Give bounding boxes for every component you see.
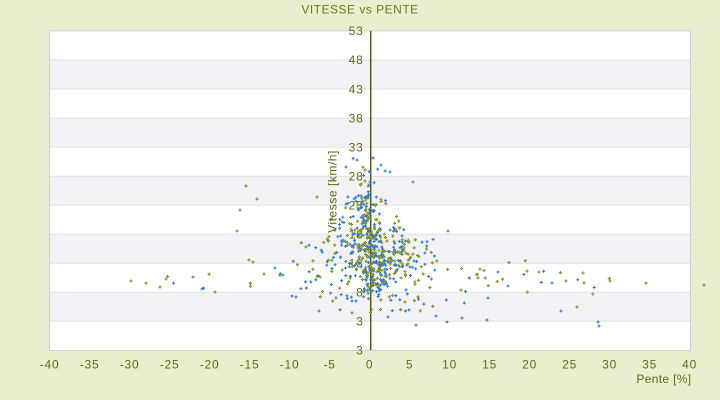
svg-text:3: 3 [356, 315, 363, 329]
svg-text:48: 48 [349, 53, 364, 67]
svg-text:-35: -35 [80, 358, 100, 372]
svg-text:25: 25 [562, 358, 577, 372]
svg-text:-25: -25 [160, 358, 180, 372]
svg-text:35: 35 [642, 358, 657, 372]
svg-text:3: 3 [356, 344, 363, 358]
svg-text:10: 10 [442, 358, 457, 372]
svg-text:5: 5 [406, 358, 413, 372]
svg-text:Vitesse [km/h]: Vitesse [km/h] [326, 150, 340, 233]
svg-text:-10: -10 [280, 358, 300, 372]
svg-text:-20: -20 [200, 358, 220, 372]
svg-text:-15: -15 [240, 358, 260, 372]
svg-text:43: 43 [349, 82, 364, 96]
svg-text:38: 38 [349, 111, 364, 125]
svg-text:VITESSE vs PENTE: VITESSE vs PENTE [301, 3, 418, 17]
svg-text:-30: -30 [120, 358, 140, 372]
svg-text:28: 28 [349, 169, 364, 183]
svg-text:53: 53 [349, 24, 364, 38]
svg-text:30: 30 [602, 358, 617, 372]
svg-text:Pente [%]: Pente [%] [636, 372, 691, 386]
svg-text:40: 40 [682, 358, 697, 372]
svg-text:0: 0 [366, 358, 373, 372]
svg-text:-40: -40 [40, 358, 60, 372]
svg-text:33: 33 [349, 140, 364, 154]
svg-text:8: 8 [356, 286, 363, 300]
svg-text:-5: -5 [323, 358, 335, 372]
svg-text:15: 15 [482, 358, 497, 372]
svg-text:20: 20 [522, 358, 537, 372]
